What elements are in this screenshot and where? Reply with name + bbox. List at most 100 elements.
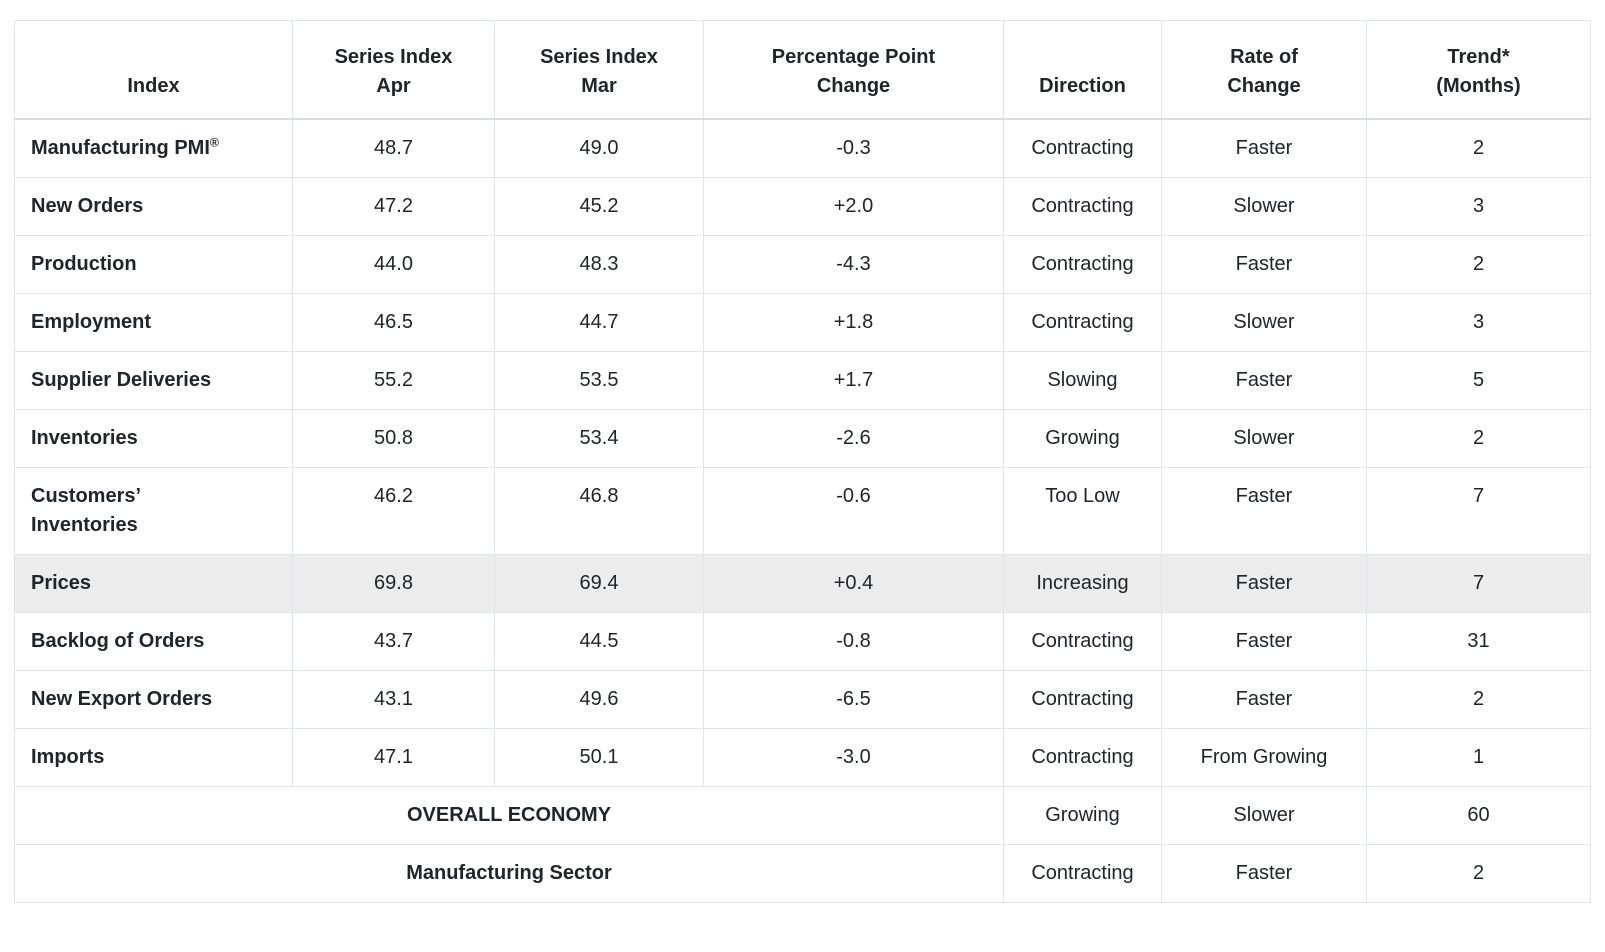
trend-months-cell: 31 xyxy=(1366,611,1591,671)
index-name-cell: Imports xyxy=(14,727,293,787)
direction-cell: Contracting xyxy=(1003,727,1162,787)
table-row: New Export Orders 43.1 49.6 -6.5 Contracting… xyxy=(14,669,1591,729)
percentage-point-change-cell: -0.6 xyxy=(703,466,1004,555)
trend-months-cell: 3 xyxy=(1366,176,1591,236)
series-index-apr-cell: 46.5 xyxy=(292,292,495,352)
col-header-percentage-point-change: Percentage Point Change xyxy=(703,20,1004,120)
percentage-point-change-cell: -0.8 xyxy=(703,611,1004,671)
percentage-point-change-cell: +0.4 xyxy=(703,553,1004,613)
direction-cell: Contracting xyxy=(1003,118,1162,178)
series-index-apr-cell: 48.7 xyxy=(292,118,495,178)
trend-months-cell: 1 xyxy=(1366,727,1591,787)
rate-of-change-cell: Faster xyxy=(1161,234,1367,294)
rate-of-change-cell: Slower xyxy=(1161,176,1367,236)
direction-cell: Contracting xyxy=(1003,843,1162,903)
trend-months-cell: 5 xyxy=(1366,350,1591,410)
table-row: Backlog of Orders 43.7 44.5 -0.8 Contracting… xyxy=(14,611,1591,671)
series-index-mar-cell: 50.1 xyxy=(494,727,704,787)
trend-months-cell: 2 xyxy=(1366,118,1591,178)
table-row: Imports 47.1 50.1 -3.0 Contracting From Growi… xyxy=(14,727,1591,787)
index-name-cell: New Export Orders xyxy=(14,669,293,729)
table-row: Manufacturing PMI® 48.7 49.0 -0.3 Contractin… xyxy=(14,118,1591,178)
col-header-direction: Direction xyxy=(1003,20,1162,120)
index-name-cell: Supplier Deliveries xyxy=(14,350,293,410)
series-index-mar-cell: 44.5 xyxy=(494,611,704,671)
series-index-apr-cell: 55.2 xyxy=(292,350,495,410)
table-header: Index Series Index Apr Series Index Mar … xyxy=(14,20,1591,120)
rate-of-change-cell: Faster xyxy=(1161,466,1367,555)
direction-cell: Increasing xyxy=(1003,553,1162,613)
series-index-mar-cell: 46.8 xyxy=(494,466,704,555)
series-index-mar-cell: 53.5 xyxy=(494,350,704,410)
trend-months-cell: 2 xyxy=(1366,234,1591,294)
col-header-series-index-apr: Series Index Apr xyxy=(292,20,495,120)
percentage-point-change-cell: -4.3 xyxy=(703,234,1004,294)
series-index-apr-cell: 43.1 xyxy=(292,669,495,729)
direction-cell: Slowing xyxy=(1003,350,1162,410)
series-index-apr-cell: 43.7 xyxy=(292,611,495,671)
table-row: Customers’ Inventories 46.2 46.8 -0.6 Too Lo… xyxy=(14,466,1591,555)
series-index-mar-cell: 45.2 xyxy=(494,176,704,236)
col-header-index: Index xyxy=(14,20,293,120)
index-name-cell: New Orders xyxy=(14,176,293,236)
series-index-apr-cell: 47.2 xyxy=(292,176,495,236)
series-index-apr-cell: 50.8 xyxy=(292,408,495,468)
rate-of-change-cell: Faster xyxy=(1161,118,1367,178)
series-index-apr-cell: 69.8 xyxy=(292,553,495,613)
series-index-apr-cell: 44.0 xyxy=(292,234,495,294)
direction-cell: Growing xyxy=(1003,785,1162,845)
percentage-point-change-cell: -2.6 xyxy=(703,408,1004,468)
percentage-point-change-cell: -6.5 xyxy=(703,669,1004,729)
direction-cell: Contracting xyxy=(1003,669,1162,729)
index-name-cell: Manufacturing PMI® xyxy=(14,118,293,178)
series-index-mar-cell: 49.0 xyxy=(494,118,704,178)
rate-of-change-cell: Faster xyxy=(1161,843,1367,903)
index-name-cell: Customers’ Inventories xyxy=(14,466,293,555)
percentage-point-change-cell: +1.7 xyxy=(703,350,1004,410)
direction-cell: Contracting xyxy=(1003,292,1162,352)
index-name-cell: Inventories xyxy=(14,408,293,468)
index-name-cell: Backlog of Orders xyxy=(14,611,293,671)
trend-months-cell: 2 xyxy=(1366,843,1591,903)
pmi-table-body: Manufacturing PMI® 48.7 49.0 -0.3 Contractin… xyxy=(14,118,1591,903)
percentage-point-change-cell: -0.3 xyxy=(703,118,1004,178)
direction-cell: Contracting xyxy=(1003,611,1162,671)
table-row: New Orders 47.2 45.2 +2.0 Contracting Slower 3 xyxy=(14,176,1591,236)
table-row: Prices 69.8 69.4 +0.4 Increasing Faster 7 xyxy=(14,553,1591,613)
index-name-cell: Prices xyxy=(14,553,293,613)
direction-cell: Growing xyxy=(1003,408,1162,468)
col-header-series-index-mar: Series Index Mar xyxy=(494,20,704,120)
rate-of-change-cell: Faster xyxy=(1161,350,1367,410)
series-index-mar-cell: 48.3 xyxy=(494,234,704,294)
percentage-point-change-cell: -3.0 xyxy=(703,727,1004,787)
trend-months-cell: 60 xyxy=(1366,785,1591,845)
percentage-point-change-cell: +1.8 xyxy=(703,292,1004,352)
index-name-cell: Production xyxy=(14,234,293,294)
rate-of-change-cell: Slower xyxy=(1161,785,1367,845)
registered-trademark-symbol: ® xyxy=(209,134,220,149)
series-index-apr-cell: 47.1 xyxy=(292,727,495,787)
col-header-trend-months: Trend* (Months) xyxy=(1366,20,1591,120)
rate-of-change-cell: Faster xyxy=(1161,669,1367,729)
header-row: Index Series Index Apr Series Index Mar … xyxy=(14,20,1591,120)
summary-row: Manufacturing Sector Contracting Faster 2 xyxy=(14,843,1591,903)
pmi-summary-table: Index Series Index Apr Series Index Mar … xyxy=(14,20,1591,903)
series-index-mar-cell: 49.6 xyxy=(494,669,704,729)
table-row: Supplier Deliveries 55.2 53.5 +1.7 Slowing Fa… xyxy=(14,350,1591,410)
rate-of-change-cell: Faster xyxy=(1161,553,1367,613)
series-index-mar-cell: 53.4 xyxy=(494,408,704,468)
rate-of-change-cell: From Growing xyxy=(1161,727,1367,787)
trend-months-cell: 7 xyxy=(1366,466,1591,555)
series-index-mar-cell: 69.4 xyxy=(494,553,704,613)
summary-row: OVERALL ECONOMY Growing Slower 60 xyxy=(14,785,1591,845)
trend-months-cell: 2 xyxy=(1366,408,1591,468)
trend-months-cell: 7 xyxy=(1366,553,1591,613)
rate-of-change-cell: Faster xyxy=(1161,611,1367,671)
col-header-rate-of-change: Rate of Change xyxy=(1161,20,1367,120)
trend-months-cell: 2 xyxy=(1366,669,1591,729)
table-row: Employment 46.5 44.7 +1.8 Contracting Slower 3 xyxy=(14,292,1591,352)
trend-months-cell: 3 xyxy=(1366,292,1591,352)
rate-of-change-cell: Slower xyxy=(1161,292,1367,352)
rate-of-change-cell: Slower xyxy=(1161,408,1367,468)
